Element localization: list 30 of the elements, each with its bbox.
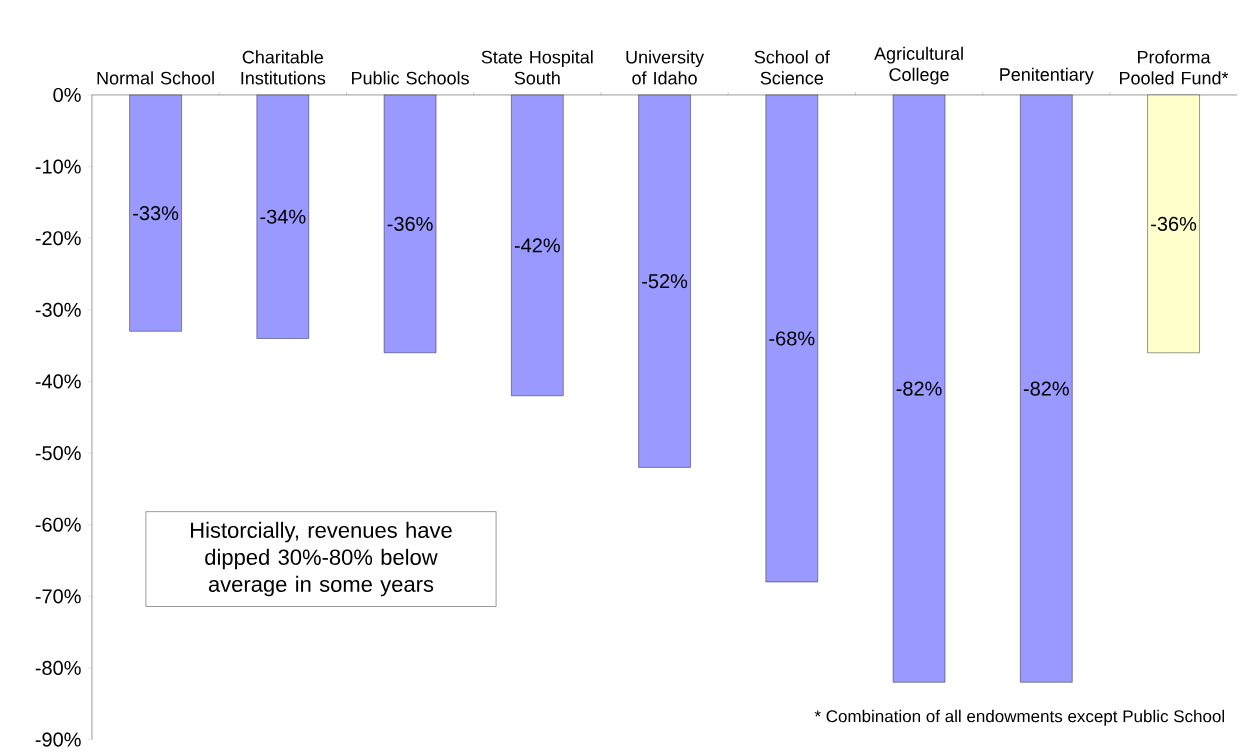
annotation: Historcially, revenues have dipped 30%-80% below average in some years xyxy=(191,522,452,597)
y-tick-label: -10% xyxy=(35,159,81,174)
y-tick-label: -30% xyxy=(35,302,81,318)
data-label: -82% xyxy=(896,381,942,396)
x-tick-label: University of Idaho xyxy=(626,50,705,85)
y-tick-label: -60% xyxy=(35,517,81,532)
y-tick-label: 0% xyxy=(53,88,81,103)
x-tick-label: School of Science xyxy=(754,50,830,85)
data-label: -36% xyxy=(387,216,433,232)
x-tick-label: Penitentiary xyxy=(1000,67,1094,85)
x-tick-label: Public Schools xyxy=(352,71,469,85)
x-tick-label: Proforma Pooled Fund* xyxy=(1120,50,1229,85)
y-tick-label: -80% xyxy=(35,661,81,676)
data-label: -52% xyxy=(642,274,688,289)
annotation: * Combination of all endowments except Public School xyxy=(814,709,1225,726)
data-label: -36% xyxy=(1151,216,1197,232)
data-label: -33% xyxy=(133,206,179,221)
data-label: -34% xyxy=(260,209,306,224)
data-label: -42% xyxy=(514,238,560,253)
x-tick-label: Charitable Institutions xyxy=(241,50,326,85)
x-tick-label: State Hospital South xyxy=(481,50,593,85)
y-tick-label: -40% xyxy=(35,374,81,389)
x-tick-label: Agricultural College xyxy=(874,46,963,85)
data-label: -68% xyxy=(769,331,815,346)
y-tick-label: -90% xyxy=(35,732,81,747)
y-tick-label: -70% xyxy=(35,589,81,604)
y-tick-label: -50% xyxy=(35,446,81,461)
y-tick-label: -20% xyxy=(35,231,81,246)
data-label: -82% xyxy=(1023,381,1069,396)
x-tick-label: Normal School xyxy=(97,71,214,85)
